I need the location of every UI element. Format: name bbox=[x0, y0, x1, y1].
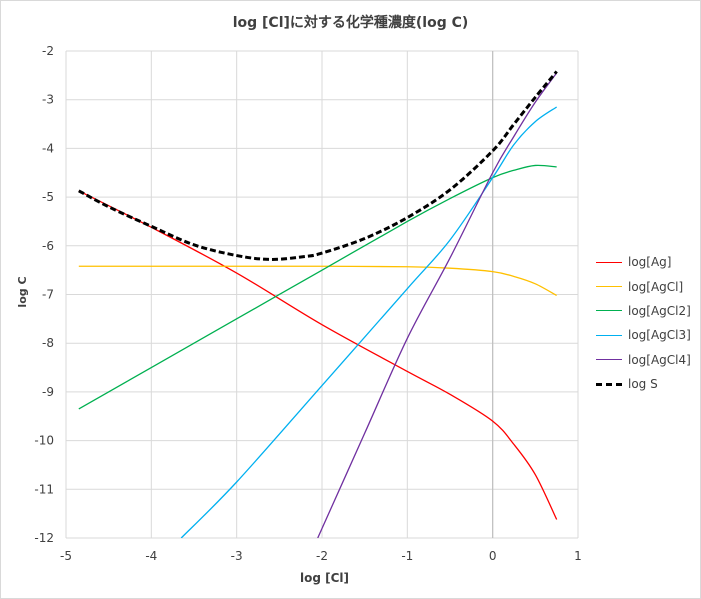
y-tick-label: -7 bbox=[42, 288, 54, 302]
series-line-log-agcl bbox=[78, 265, 557, 297]
y-tick-label: -2 bbox=[42, 44, 54, 58]
legend-swatch bbox=[596, 261, 622, 263]
legend-item: log[Ag] bbox=[596, 250, 691, 274]
y-tick-label: -11 bbox=[34, 482, 54, 496]
gridlines bbox=[65, 50, 579, 539]
x-tick-label: -1 bbox=[401, 549, 413, 563]
y-tick-label: -8 bbox=[42, 336, 54, 350]
legend-item: log S bbox=[596, 372, 691, 396]
legend-label: log S bbox=[628, 377, 658, 392]
legend-swatch bbox=[596, 334, 622, 336]
legend-swatch bbox=[596, 310, 622, 312]
legend-item: log[AgCl2] bbox=[596, 299, 691, 323]
legend-label: log[AgCl3] bbox=[628, 328, 691, 343]
legend: log[Ag] log[AgCl] log[AgCl2] log[AgCl3] log[… bbox=[596, 250, 691, 396]
y-tick-label: -12 bbox=[34, 531, 54, 545]
series-line-log-agcl3 bbox=[180, 106, 558, 538]
y-tick-label: -5 bbox=[42, 190, 54, 204]
y-tick-label: -9 bbox=[42, 385, 54, 399]
series-line-log-ag bbox=[78, 190, 558, 520]
legend-swatch bbox=[596, 382, 622, 386]
y-tick-label: -3 bbox=[42, 93, 54, 107]
legend-swatch bbox=[596, 286, 622, 288]
x-tick-label: 0 bbox=[489, 549, 497, 563]
series-line-log-agcl4 bbox=[317, 72, 558, 538]
series-line-log-agcl2 bbox=[78, 164, 557, 410]
y-tick-labels: -2 -3 -4 -5 -6 -7 -8 -9 -10 -11 -12 bbox=[34, 44, 54, 545]
legend-label: log[AgCl2] bbox=[628, 303, 691, 318]
legend-item: log[AgCl] bbox=[596, 274, 691, 298]
x-tick-label: -2 bbox=[316, 549, 328, 563]
x-tick-label: -5 bbox=[60, 549, 72, 563]
y-tick-label: -4 bbox=[42, 141, 54, 155]
x-axis-label: log [Cl] bbox=[0, 571, 701, 585]
legend-label: log[Ag] bbox=[628, 255, 672, 270]
x-tick-label: 1 bbox=[574, 549, 582, 563]
y-tick-label: -6 bbox=[42, 239, 54, 253]
x-tick-label: -3 bbox=[231, 549, 243, 563]
legend-label: log[AgCl] bbox=[628, 279, 684, 294]
legend-swatch bbox=[596, 359, 622, 361]
legend-label: log[AgCl4] bbox=[628, 352, 691, 367]
series-lines bbox=[78, 70, 558, 538]
x-tick-label: -4 bbox=[145, 549, 157, 563]
x-axis-label-text: log [Cl] bbox=[299, 571, 349, 585]
legend-item: log[AgCl3] bbox=[596, 323, 691, 347]
series-line-log-s bbox=[78, 70, 558, 261]
chart-title: log [Cl]に対する化学種濃度(log C) bbox=[232, 15, 469, 31]
y-tick-label: -10 bbox=[34, 434, 54, 448]
x-tick-labels: -5 -4 -3 -2 -1 0 1 bbox=[60, 549, 582, 563]
legend-item: log[AgCl4] bbox=[596, 348, 691, 372]
